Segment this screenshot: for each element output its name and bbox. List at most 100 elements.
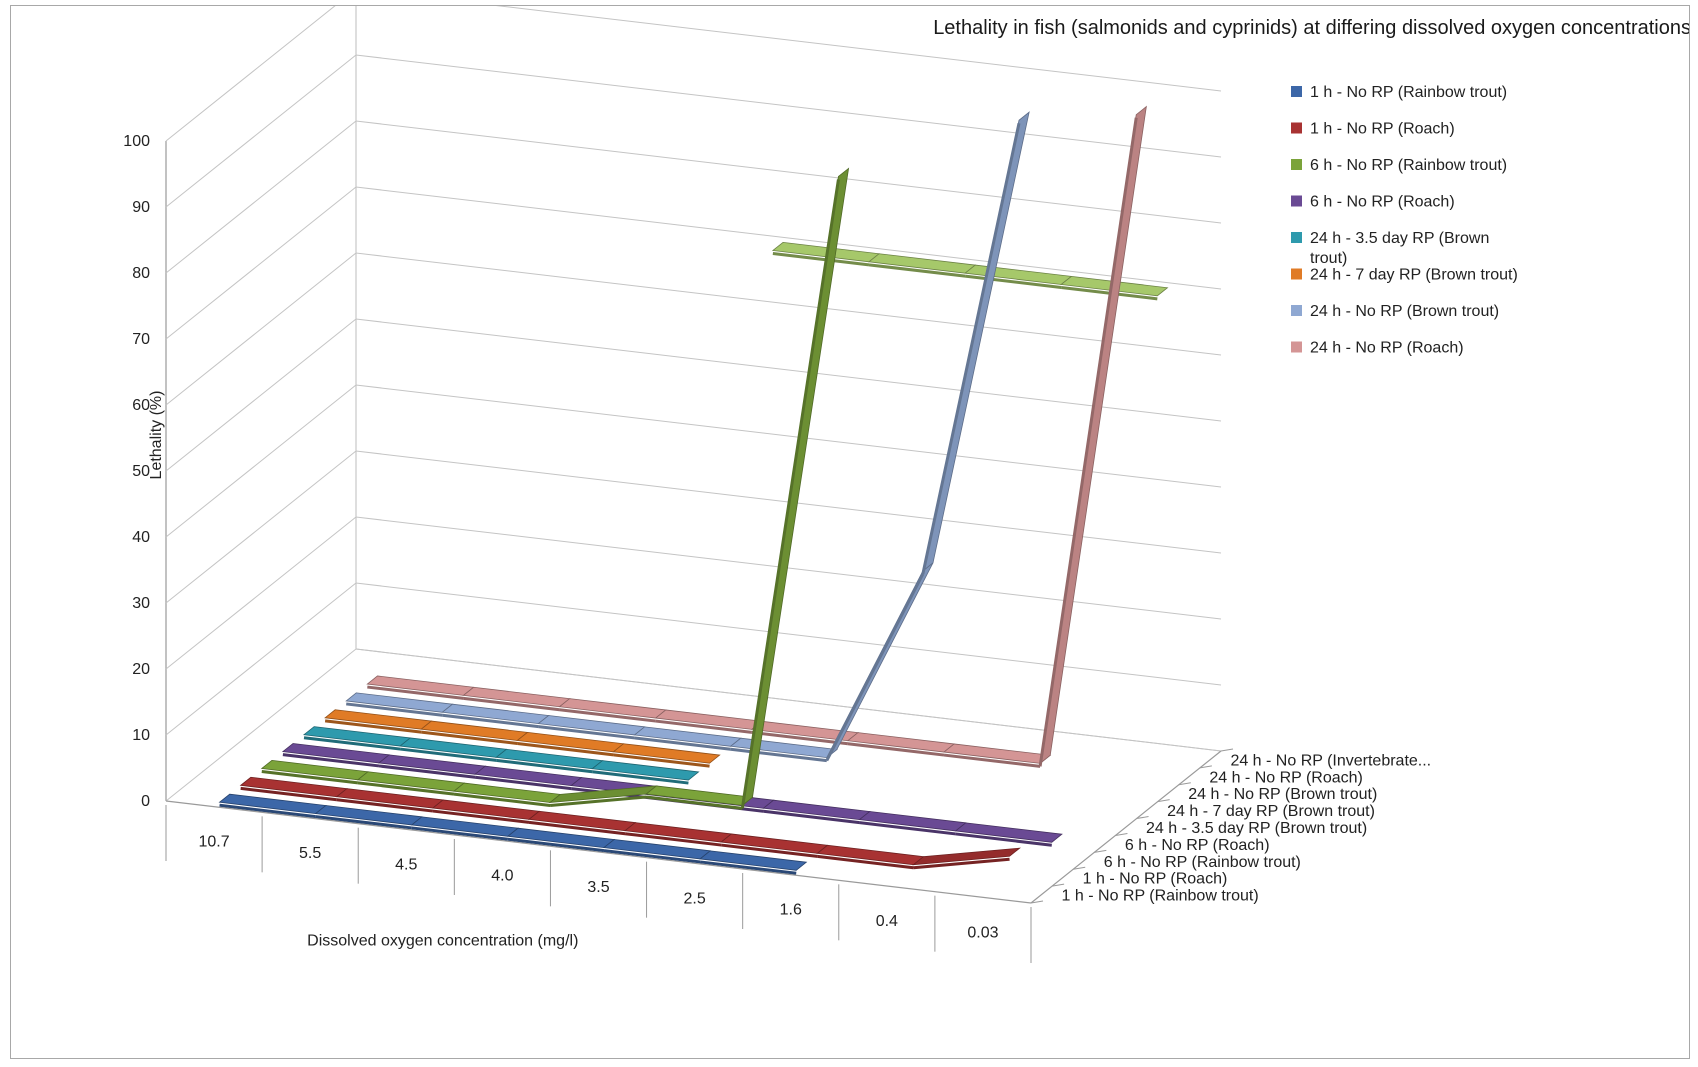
chart-frame: Lethality in fish (salmonids and cyprini…	[10, 5, 1690, 1059]
series-ribbon-segment	[612, 743, 721, 764]
series-ribbon-segment	[1039, 105, 1147, 765]
series-ribbon-edge	[964, 274, 1062, 289]
x-axis-title: Dissolved oxygen concentration (mg/l)	[307, 933, 578, 950]
z-tick	[1115, 832, 1128, 836]
series-ribbon-edge	[943, 753, 1041, 768]
series-ribbon-edge	[859, 821, 956, 836]
legend-swatch	[1291, 159, 1302, 170]
chart-title: Lethality in fish (salmonids and cyprini…	[933, 17, 1690, 39]
series-ribbon-edge	[955, 832, 1052, 847]
y-tick-label: 10	[132, 727, 150, 744]
z-tick-label: 24 h - No RP (Invertebrate...	[1230, 752, 1431, 769]
y-tick-label: 40	[132, 529, 150, 546]
series-ribbon-edge	[847, 742, 945, 757]
y-tick-label: 0	[141, 793, 150, 810]
series-ribbon-segment	[699, 850, 808, 871]
x-tick-label: 0.4	[876, 913, 898, 930]
z-tick-label: 24 h - 7 day RP (Brown trout)	[1167, 803, 1375, 820]
legend-swatch	[1291, 86, 1302, 97]
series-ribbon-edge	[282, 753, 380, 768]
x-tick-label: 0.03	[967, 924, 998, 941]
gridline	[165, 186, 1222, 340]
z-tick	[1052, 883, 1065, 887]
z-tick	[1073, 866, 1086, 870]
z-tick-label: 1 h - No RP (Rainbow trout)	[1062, 888, 1259, 905]
y-axis-title: Lethality (%)	[148, 391, 165, 480]
y-tick-label: 90	[132, 199, 150, 216]
z-tick	[1199, 765, 1212, 769]
legend-swatch	[1291, 122, 1302, 134]
series-ribbon-edge	[740, 179, 840, 809]
series-ribbon-edge	[421, 730, 518, 745]
z-tick	[1030, 900, 1044, 904]
series-ribbon-edge	[367, 685, 464, 700]
series-ribbon-edge	[453, 792, 551, 807]
series-ribbon-edge	[315, 815, 412, 830]
legend-entry: 6 h - No RP (Rainbow trout)	[1310, 157, 1507, 174]
legend-swatch	[1291, 268, 1302, 280]
series-ribbon-edge	[496, 758, 593, 774]
x-tick-label: 4.5	[395, 856, 417, 873]
x-tick-label: 1.6	[780, 902, 802, 919]
series-ribbon-edge	[240, 786, 337, 802]
series-ribbon-edge	[913, 857, 1010, 870]
series-ribbon-edge	[411, 826, 509, 841]
series-ribbon-edge	[1038, 117, 1138, 767]
gridline	[165, 450, 1222, 604]
series-ribbon-edge	[655, 719, 752, 734]
series-ribbon-edge	[549, 795, 647, 807]
x-tick-label: 2.5	[683, 890, 705, 907]
legend-entry: 24 h - No RP (Roach)	[1310, 340, 1464, 357]
series-ribbon-edge	[921, 122, 1021, 575]
series-ribbon-edge	[624, 832, 722, 847]
series-ribbon-segment	[912, 847, 1021, 866]
legend-swatch	[1291, 305, 1302, 316]
series-ribbon-edge	[613, 753, 710, 768]
z-tick-label: 24 h - 3.5 day RP (Brown trout)	[1146, 820, 1367, 837]
series-ribbon-edge	[868, 263, 966, 278]
z-tick-label: 6 h - No RP (Rainbow trout)	[1104, 854, 1301, 871]
gridline	[165, 252, 1222, 406]
gridline	[165, 6, 1222, 142]
series-ribbon-edge	[751, 730, 849, 746]
series-ribbon-edge	[730, 747, 827, 763]
series-ribbon-edge	[261, 770, 359, 785]
series-ribbon-edge	[721, 843, 818, 858]
y-tick-label: 30	[132, 595, 150, 612]
series-ribbon-edge	[772, 252, 870, 267]
series-ribbon-edge	[378, 764, 476, 779]
legend-entry: 24 h - 7 day RP (Brown trout)	[1310, 267, 1518, 284]
series-ribbon-segment	[954, 822, 1063, 843]
gridline	[165, 648, 1222, 802]
series-ribbon-edge	[399, 747, 497, 762]
gridline	[165, 384, 1222, 538]
y-tick-label: 100	[123, 133, 150, 150]
series-ribbon-segment	[591, 760, 700, 781]
series-ribbon-edge	[817, 854, 914, 870]
legend-entry: 24 h - No RP (Brown trout)	[1310, 303, 1499, 320]
series-ribbon-edge	[474, 775, 572, 791]
series-ribbon-edge	[603, 849, 701, 864]
series-ribbon-edge	[336, 798, 434, 813]
series-ribbon-edge	[592, 770, 689, 785]
series-ribbon-edge	[507, 837, 605, 853]
legend-entry: 6 h - No RP (Roach)	[1310, 194, 1455, 211]
x-tick-label: 4.0	[491, 868, 513, 885]
series-ribbon-edge	[538, 725, 635, 740]
series-ribbon-edge	[303, 736, 401, 751]
series-ribbon-edge	[346, 702, 443, 717]
series-ribbon-edge	[699, 860, 797, 875]
x-tick-label: 5.5	[299, 845, 321, 862]
series-ribbon-edge	[219, 803, 316, 819]
legend-entry: 1 h - No RP (Roach)	[1310, 121, 1455, 138]
gridline	[165, 120, 1222, 274]
y-tick-label: 60	[132, 397, 150, 414]
z-tick-label: 6 h - No RP (Roach)	[1125, 837, 1270, 854]
series-ribbon-edge	[528, 820, 626, 836]
z-tick	[1094, 849, 1107, 853]
legend-swatch	[1291, 341, 1302, 353]
x-tick-label: 3.5	[587, 879, 609, 896]
series-ribbon-edge	[357, 781, 455, 796]
z-tick	[1178, 782, 1191, 786]
series-ribbon-edge	[825, 573, 925, 762]
